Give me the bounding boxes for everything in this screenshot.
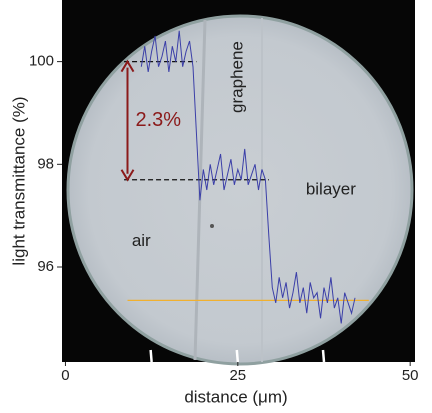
annotation: graphene [227,41,246,113]
speck [210,224,214,228]
x-minor-tick [149,349,153,363]
arrow-head [120,59,135,73]
arrow-head [120,169,135,182]
x-minor-tick [235,349,240,363]
annotation: air [132,231,151,250]
x-minor-tick [321,349,326,363]
x-axis-label: distance (μm) [184,387,287,406]
annotation: bilayer [306,179,356,198]
x-tick-label: 0 [61,367,69,384]
y-axis-label: light transmittance (%) [9,96,28,265]
sample-disc [66,14,414,366]
y-tick-label: 98 [37,155,54,172]
arrow-label: 2.3% [135,109,181,131]
x-tick-label: 25 [229,367,246,384]
plot-area: 2.3% graphene bilayer air [120,30,369,324]
x-tick-label: 50 [402,367,419,384]
y-tick-label: 96 [37,258,54,275]
layer-edge [193,19,207,361]
y-tick-label: 100 [29,53,54,70]
data-line [140,30,356,324]
